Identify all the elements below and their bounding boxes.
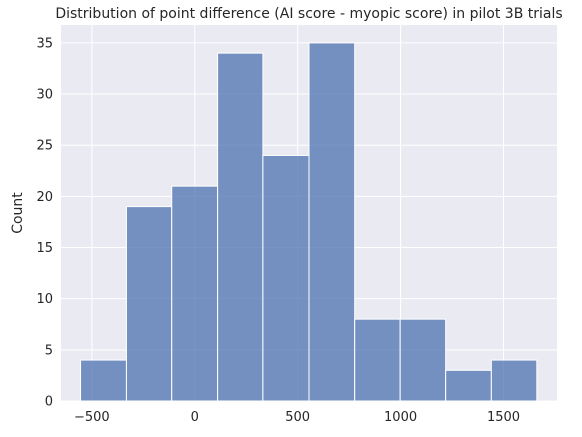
y-tick-label: 0 bbox=[45, 395, 53, 410]
histogram-bar bbox=[125, 206, 173, 402]
histogram-bar bbox=[217, 52, 264, 402]
y-tick-label: 20 bbox=[36, 190, 53, 205]
histogram-bar bbox=[308, 42, 356, 402]
x-tick-label: 500 bbox=[285, 410, 310, 425]
histogram-bar bbox=[171, 185, 219, 402]
y-tick-label: 5 bbox=[45, 343, 53, 358]
y-tick-label: 15 bbox=[36, 241, 53, 256]
y-tick-label: 10 bbox=[36, 292, 53, 307]
x-tick-label: 0 bbox=[191, 410, 199, 425]
histogram-bar bbox=[80, 359, 127, 402]
y-tick-label: 25 bbox=[36, 139, 53, 154]
x-tick-label: 1000 bbox=[384, 410, 417, 425]
chart-title: Distribution of point difference (AI sco… bbox=[55, 6, 562, 22]
y-axis-label: Count bbox=[10, 192, 26, 234]
histogram-bar bbox=[354, 318, 401, 402]
ticks: −500 0 500 1000 1500 0 5 10 15 20 25 30 35 bbox=[36, 36, 520, 425]
histogram-bar bbox=[490, 359, 538, 402]
x-tick-label: −500 bbox=[74, 410, 110, 425]
x-tick-label: 1500 bbox=[487, 410, 520, 425]
y-tick-label: 35 bbox=[36, 36, 53, 51]
histogram-bar bbox=[262, 154, 310, 402]
histogram-bar bbox=[399, 318, 447, 402]
y-tick-label: 30 bbox=[36, 88, 53, 103]
histogram-bar bbox=[445, 369, 492, 402]
bars bbox=[80, 42, 538, 402]
